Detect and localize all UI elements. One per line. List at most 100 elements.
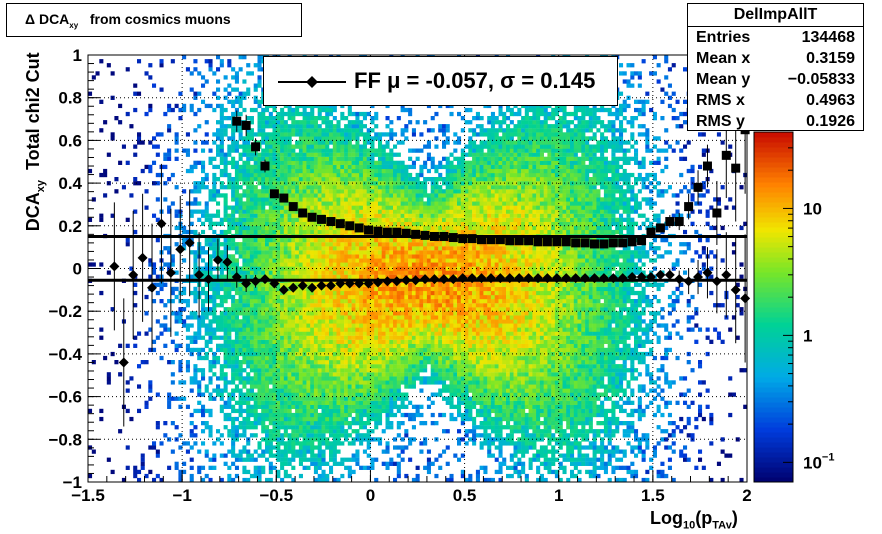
heatmap-cell — [325, 262, 330, 267]
heatmap-cell — [359, 396, 364, 401]
heatmap-cell — [287, 156, 292, 161]
heatmap-cell — [355, 392, 360, 397]
heatmap-cell — [404, 360, 409, 365]
heatmap-cell — [389, 274, 394, 279]
heatmap-cell — [385, 465, 390, 470]
heatmap-cell — [287, 347, 292, 353]
heatmap-cell — [208, 323, 213, 328]
heatmap-cell — [329, 250, 334, 255]
heatmap-cell — [291, 238, 296, 243]
heatmap-cell — [340, 416, 345, 422]
heatmap-cell — [344, 323, 349, 328]
heatmap-cell — [287, 327, 292, 332]
heatmap-cell — [344, 246, 349, 251]
heatmap-cell — [344, 335, 349, 340]
heatmap-cell — [227, 343, 232, 348]
heatmap-cell — [310, 164, 315, 170]
heatmap-cell — [234, 343, 239, 348]
heatmap-cell — [268, 392, 273, 397]
heatmap-cell — [355, 384, 360, 389]
heatmap-cell — [355, 266, 360, 271]
heatmap-cell — [174, 396, 179, 401]
heatmap-cell — [317, 335, 322, 340]
heatmap-cell — [344, 266, 349, 271]
heatmap-cell — [298, 335, 303, 340]
heatmap-cell — [302, 116, 307, 121]
heatmap-cell — [216, 95, 221, 100]
heatmap-cell — [291, 181, 296, 186]
heatmap-cell — [340, 290, 345, 296]
heatmap-cell — [208, 429, 213, 434]
heatmap-cell — [378, 290, 383, 296]
heatmap-cell — [276, 172, 281, 178]
heatmap-cell — [231, 453, 236, 458]
heatmap-cell — [242, 213, 247, 218]
heatmap-cell — [306, 445, 311, 450]
heatmap-cell — [193, 315, 198, 320]
heatmap-cell — [238, 99, 243, 104]
heatmap-cell — [185, 201, 190, 206]
heatmap-cell — [155, 449, 160, 454]
heatmap-cell — [246, 477, 251, 483]
heatmap-cell — [257, 63, 262, 68]
heatmap-cell — [197, 185, 202, 190]
heatmap-cell — [329, 193, 334, 198]
heatmap-cell — [283, 351, 288, 357]
heatmap-cell — [201, 404, 206, 409]
heatmap-cell — [257, 290, 262, 296]
heatmap-cell — [389, 290, 394, 296]
heatmap-cell — [385, 372, 390, 377]
heatmap-cell — [227, 294, 232, 300]
heatmap-cell — [359, 372, 364, 377]
heatmap-cell — [268, 400, 273, 405]
heatmap-cell — [362, 172, 367, 178]
heatmap-cell — [302, 168, 307, 174]
heatmap-cell — [340, 335, 345, 340]
heatmap-cell — [283, 380, 288, 385]
heatmap-cell — [332, 136, 337, 141]
heatmap-cell — [317, 107, 322, 113]
heatmap-cell — [257, 172, 262, 178]
heatmap-cell — [396, 388, 401, 393]
heatmap-cell — [227, 433, 232, 438]
heatmap-cell — [359, 412, 364, 418]
heatmap-cell — [381, 335, 386, 340]
heatmap-cell — [385, 331, 390, 336]
heatmap-cell — [336, 246, 341, 251]
heatmap-cell — [306, 364, 311, 369]
heatmap-cell — [223, 274, 228, 279]
heatmap-cell — [249, 360, 254, 365]
heatmap-cell — [310, 209, 315, 214]
heatmap-cell — [313, 465, 318, 470]
heatmap-cell — [306, 274, 311, 279]
heatmap-cell — [347, 425, 352, 430]
heatmap-cell — [287, 217, 292, 222]
heatmap-cell — [189, 376, 194, 381]
heatmap-cell — [325, 303, 330, 308]
heatmap-cell — [272, 258, 277, 263]
heatmap-cell — [321, 136, 326, 141]
heatmap-cell — [298, 315, 303, 320]
heatmap-cell — [201, 421, 206, 426]
heatmap-cell — [193, 376, 198, 381]
heatmap-cell — [400, 107, 405, 113]
heatmap-cell — [253, 172, 258, 178]
heatmap-cell — [257, 339, 262, 344]
heatmap-cell — [291, 315, 296, 320]
heatmap-cell — [336, 132, 341, 137]
heatmap-cell — [291, 144, 296, 149]
heatmap-cell — [287, 437, 292, 442]
heatmap-cell — [400, 294, 405, 300]
heatmap-cell — [291, 177, 296, 182]
heatmap-cell — [133, 335, 138, 340]
heatmap-cell — [231, 197, 236, 202]
heatmap-cell — [370, 311, 375, 316]
heatmap-cell — [329, 376, 334, 381]
heatmap-cell — [336, 144, 341, 149]
heatmap-cell — [219, 477, 224, 483]
heatmap-cell — [336, 416, 341, 422]
heatmap-cell — [400, 205, 405, 210]
heatmap-cell — [234, 177, 239, 182]
heatmap-cell — [408, 315, 413, 320]
heatmap-cell — [261, 384, 266, 389]
